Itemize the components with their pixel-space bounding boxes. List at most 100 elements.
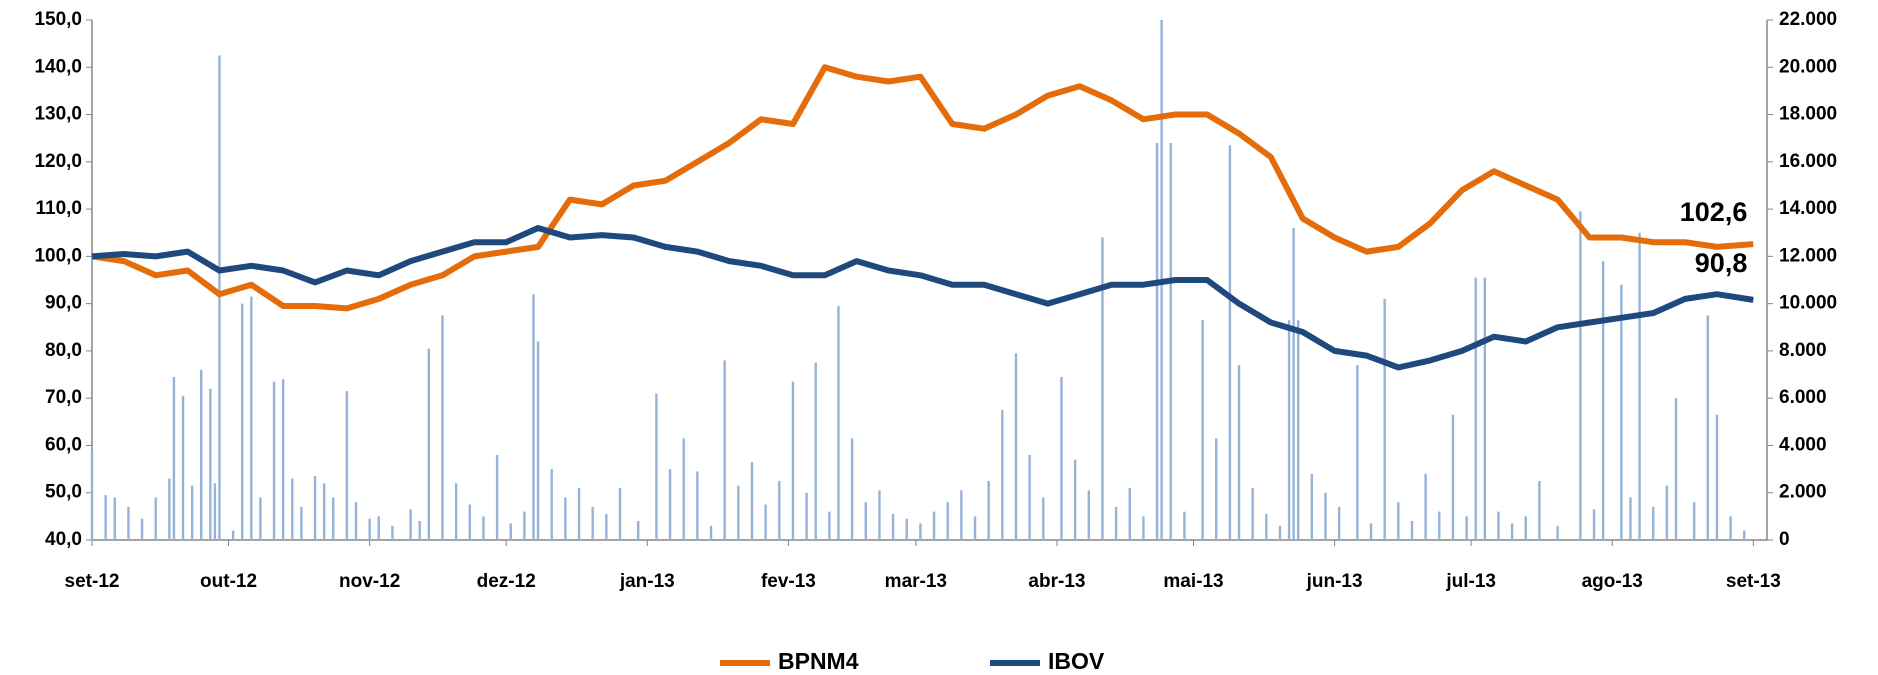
- x-tick-label: jun-13: [1306, 571, 1363, 592]
- volume-bar: [750, 462, 754, 540]
- volume-bar: [391, 525, 394, 540]
- volume-bar: [181, 395, 185, 540]
- volume-bar: [1743, 530, 1746, 540]
- volume-bar: [1592, 509, 1596, 540]
- volume-bar: [655, 393, 658, 540]
- volume-bar: [682, 438, 685, 540]
- volume-bar: [1556, 525, 1559, 540]
- end-label: 90,8: [1695, 248, 1748, 278]
- volume-bar: [1251, 488, 1254, 540]
- x-tick-label: out-12: [200, 571, 257, 592]
- volume-bar: [127, 506, 130, 540]
- volume-bar: [1128, 488, 1131, 540]
- volume-bar: [1510, 523, 1514, 540]
- volume-bar: [1674, 398, 1678, 540]
- volume-bar: [1101, 237, 1104, 541]
- volume-bar: [104, 495, 107, 540]
- volume-bar: [113, 497, 116, 540]
- volume-bar: [636, 521, 640, 540]
- y-tick-label: 150,0: [34, 9, 82, 30]
- volume-bar: [764, 504, 767, 540]
- x-tick-label: set-12: [65, 571, 120, 592]
- volume-bar: [1073, 459, 1077, 540]
- volume-bar: [482, 516, 485, 540]
- volume-bar: [723, 360, 726, 540]
- volume-bar: [1383, 298, 1386, 540]
- volume-bar: [213, 483, 217, 540]
- volume-bar: [418, 521, 421, 540]
- volume-bar: [591, 506, 594, 540]
- volume-bar: [1169, 142, 1172, 540]
- volume-bar: [1155, 142, 1159, 540]
- volume-bar: [354, 502, 358, 540]
- volume-bar: [313, 476, 317, 540]
- volume-bar: [1215, 438, 1218, 540]
- end-label: 102,6: [1680, 197, 1748, 227]
- volume-bar: [1142, 516, 1145, 540]
- volume-bar: [1451, 414, 1455, 540]
- y-tick-label: 140,0: [34, 56, 82, 77]
- volume-bar: [441, 315, 444, 540]
- volume-bar: [1278, 525, 1282, 540]
- volume-bar: [550, 469, 553, 540]
- y2-tick-label: 4.000: [1779, 434, 1827, 455]
- volume-bar: [1042, 497, 1045, 540]
- y-tick-label: 130,0: [34, 104, 82, 125]
- y-tick-label: 80,0: [45, 340, 82, 361]
- volume-bar: [1620, 284, 1623, 540]
- volume-bar: [1652, 506, 1655, 540]
- x-tick-label: nov-12: [339, 571, 400, 592]
- y-tick-label: 110,0: [36, 198, 83, 219]
- volume-bar: [1438, 511, 1441, 540]
- x-tick-label: ago-13: [1582, 571, 1643, 592]
- volume-bar: [1201, 320, 1204, 540]
- volume-bar: [495, 454, 499, 540]
- y-tick-label: 120,0: [34, 151, 82, 172]
- volume-bar: [864, 502, 867, 540]
- x-tick-label: dez-12: [477, 571, 536, 592]
- volume-bar: [1692, 502, 1696, 540]
- volume-bar: [987, 480, 990, 540]
- volume-bar: [241, 303, 244, 540]
- volume-bar: [805, 492, 808, 540]
- volume-bar: [1497, 511, 1500, 540]
- y2-tick-label: 8.000: [1779, 340, 1827, 361]
- volume-bar: [814, 362, 817, 540]
- volume-bar: [1228, 145, 1232, 541]
- volume-bar: [1629, 497, 1632, 540]
- volume-bar: [1028, 454, 1031, 540]
- x-tick-label: fev-13: [761, 571, 816, 592]
- volume-bar: [332, 497, 335, 540]
- volume-bar: [468, 504, 471, 540]
- volume-bar: [345, 391, 349, 540]
- y-tick-label: 100,0: [34, 245, 82, 266]
- volume-bar: [231, 530, 235, 540]
- y2-tick-label: 0: [1779, 529, 1790, 550]
- volume-bar: [532, 294, 535, 540]
- volume-bar: [168, 478, 171, 540]
- x-tick-label: mai-13: [1163, 571, 1223, 592]
- y2-tick-label: 10.000: [1779, 293, 1837, 314]
- volume-bar: [509, 523, 512, 540]
- y-tick-label: 70,0: [45, 387, 82, 408]
- volume-bar: [1292, 228, 1295, 540]
- volume-bar: [1114, 506, 1118, 540]
- volume-bar: [523, 511, 526, 540]
- volume-bar: [668, 469, 672, 540]
- volume-bar: [259, 497, 262, 540]
- volume-bar: [932, 511, 936, 540]
- volume-bar: [709, 525, 713, 540]
- volume-bar: [209, 388, 212, 540]
- y2-tick-label: 6.000: [1779, 387, 1827, 408]
- volume-bar: [577, 488, 581, 540]
- volume-bar: [1001, 410, 1004, 540]
- volume-bar: [427, 348, 431, 540]
- volume-bar: [1296, 320, 1300, 540]
- volume-bar: [322, 483, 326, 540]
- volume-bar: [737, 485, 740, 540]
- y-tick-label: 90,0: [45, 293, 82, 314]
- volume-bar: [1337, 506, 1341, 540]
- volume-bar: [1060, 376, 1063, 540]
- volume-bar: [218, 55, 221, 541]
